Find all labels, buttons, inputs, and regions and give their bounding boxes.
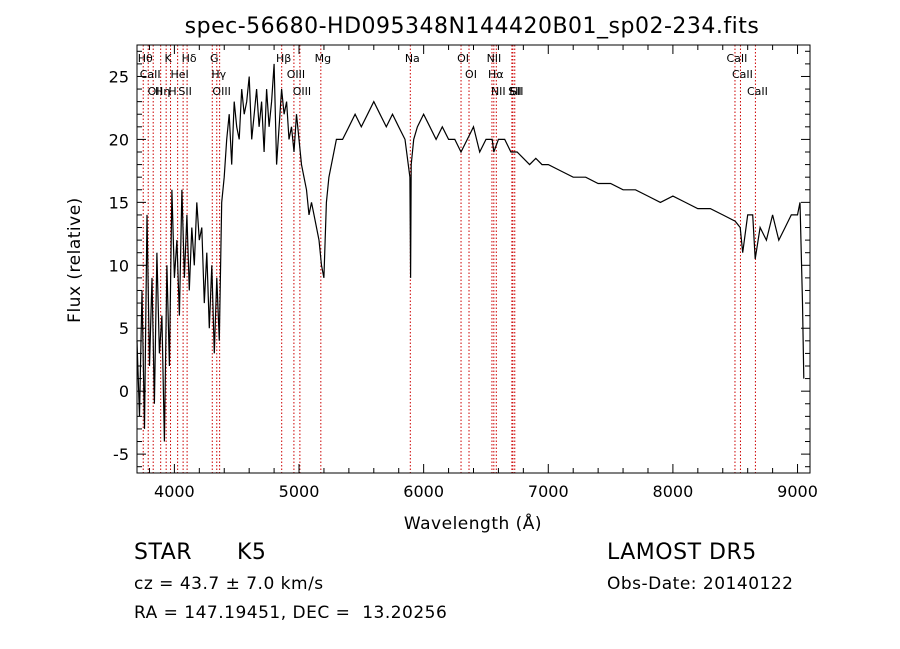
x-tick-label: 7000 <box>528 482 569 501</box>
spectral-line-label: OIII <box>212 85 230 98</box>
spectrum-series-line <box>136 63 805 442</box>
y-tick-label: 25 <box>109 67 129 86</box>
spectral-line-label: OI <box>465 68 477 81</box>
x-tick-label: 4000 <box>154 482 195 501</box>
y-axis-label: Flux (relative) <box>65 197 85 323</box>
y-tick-label: 20 <box>109 130 129 149</box>
x-axis: 4000 5000 6000 7000 8000 9000 <box>148 45 818 501</box>
chart-title: spec-56680-HD095348N144420B01_sp02-234.f… <box>185 14 760 39</box>
spectral-line-label: Hγ <box>211 68 226 81</box>
observation-date: Obs-Date: 20140122 <box>607 574 794 594</box>
spectral-line-label: NII <box>487 52 502 65</box>
spectral-line-label: SII <box>508 85 521 98</box>
spectral-line-label: G <box>210 52 219 65</box>
spectral-line-label: CaII <box>747 85 768 98</box>
coordinates-readout: RA = 147.19451, DEC = 13.20256 <box>134 603 448 623</box>
x-tick-label: 5000 <box>279 482 320 501</box>
x-tick-label: 6000 <box>403 482 444 501</box>
spectral-line-label: Hη <box>155 85 170 98</box>
spectral-line-label: SII <box>510 85 523 98</box>
y-tick-label: 10 <box>109 256 129 275</box>
y-tick-label: 0 <box>119 382 129 401</box>
spectral-line-label: Hδ <box>182 52 197 65</box>
object-subclass: K5 <box>237 540 267 565</box>
spectral-line-label: Hθ <box>138 52 153 65</box>
redshift-readout: cz = 43.7 ± 7.0 km/s <box>134 574 324 594</box>
spectral-line-label: CaII <box>727 52 748 65</box>
y-tick-label: 15 <box>109 193 129 212</box>
spectral-line-label: CaII <box>732 68 753 81</box>
spectral-line-label: HeI <box>170 68 188 81</box>
spectral-line-label: OIII <box>287 68 305 81</box>
x-axis-label: Wavelength (Å) <box>404 512 542 534</box>
x-tick-label: 9000 <box>777 482 818 501</box>
spectral-line-label: K <box>165 52 173 65</box>
spectral-line-label: SII <box>178 85 191 98</box>
y-tick-label: -5 <box>113 445 129 464</box>
object-class: STAR <box>134 540 193 565</box>
spectral-line-label: Li <box>509 85 518 98</box>
survey-name: LAMOST DR5 <box>607 540 757 565</box>
spectral-line-label: OI <box>457 52 469 65</box>
spectral-line-label: H <box>168 85 176 98</box>
x-tick-label: 8000 <box>653 482 694 501</box>
plot-frame <box>136 44 811 474</box>
spectral-line-label: Mg <box>315 52 331 65</box>
spectral-line-label: CaII <box>140 68 161 81</box>
spectral-line-label: Hα <box>488 68 504 81</box>
y-axis: -5 0 5 10 15 20 25 <box>109 50 810 468</box>
spectral-line-label: NII <box>491 85 506 98</box>
y-tick-label: 5 <box>119 319 129 338</box>
spectral-line-label: OII <box>148 85 163 98</box>
spectral-line-label: OIII <box>293 85 311 98</box>
spectral-line-label: Na <box>405 52 420 65</box>
spectral-line-label: Hβ <box>276 52 291 65</box>
